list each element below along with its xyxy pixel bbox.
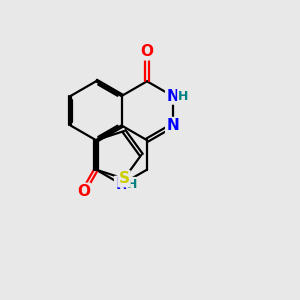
Text: O: O <box>140 44 154 59</box>
Text: N: N <box>166 88 179 104</box>
Text: O: O <box>77 184 90 199</box>
Text: S: S <box>118 171 130 186</box>
Text: H: H <box>127 178 137 191</box>
Text: N: N <box>115 177 128 192</box>
Text: H: H <box>178 89 188 103</box>
Text: N: N <box>166 118 179 133</box>
